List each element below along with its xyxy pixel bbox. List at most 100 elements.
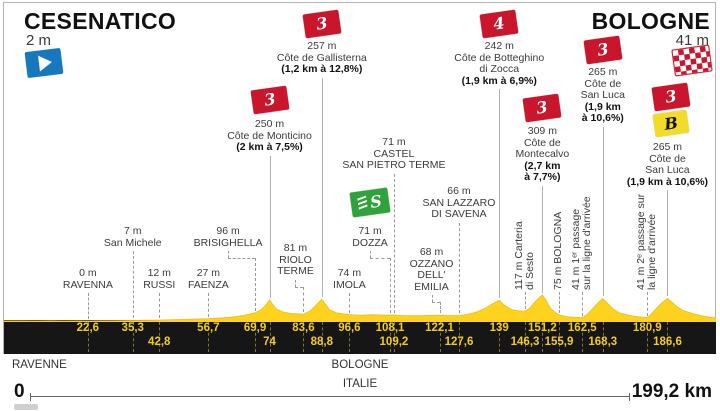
category-3-flag-icon: 3 bbox=[583, 35, 623, 65]
distance-tick bbox=[558, 322, 560, 352]
distance-tick bbox=[303, 322, 305, 352]
distance-tick bbox=[321, 322, 323, 352]
connector-line bbox=[295, 286, 304, 288]
sprint-flag-icon: S bbox=[349, 187, 391, 218]
distance-tick bbox=[390, 322, 392, 352]
distance-label: 96,6 bbox=[338, 322, 361, 334]
connector-line bbox=[431, 302, 440, 303]
play-triangle-icon bbox=[38, 54, 53, 72]
distance-tick bbox=[458, 322, 460, 352]
waypoint-label-cote-de-san-luca-2: 265 m Côte de San Luca (1,9 km à 10,6%) bbox=[626, 141, 709, 188]
waypoint-label-bologna: 75 m BOLOGNA bbox=[552, 211, 565, 290]
connector-line bbox=[667, 190, 669, 297]
distance-label: 35,3 bbox=[121, 322, 144, 334]
category-3-flag-icon: 3 bbox=[302, 9, 342, 39]
connector-line bbox=[228, 258, 256, 259]
waypoint-label-ozzano-dell-emilia: 68 m OZZANO DELL' EMILIA bbox=[409, 246, 454, 293]
connector-line bbox=[499, 89, 501, 299]
connector-line bbox=[542, 185, 544, 293]
category-3-flag-icon: 3 bbox=[250, 85, 290, 115]
connector-line bbox=[458, 222, 460, 314]
connector-line bbox=[132, 251, 134, 319]
distance-tick bbox=[159, 322, 161, 352]
connector-line bbox=[558, 292, 560, 313]
waypoint-label-faenza: 27 m FAENZA bbox=[187, 267, 229, 291]
waypoint-label-russi: 12 m RUSSI bbox=[143, 267, 176, 291]
distance-bar bbox=[4, 320, 716, 354]
waypoint-label-castel-san-pietro-terme: 71 m CASTEL SAN PIETRO TERME bbox=[342, 136, 446, 171]
distance-label: 122,1 bbox=[425, 322, 454, 334]
distance-tick bbox=[208, 322, 210, 352]
connector-line bbox=[370, 258, 391, 259]
distance-tick bbox=[499, 322, 501, 352]
country-label: ITALIE bbox=[342, 378, 378, 390]
distance-label: 180,9 bbox=[632, 322, 662, 334]
connector-line bbox=[393, 173, 395, 313]
scale-fragment bbox=[14, 404, 38, 410]
waypoint-label-cote-de-san-luca-1: 265 m Côte de San Luca (1,9 km à 10,6%) bbox=[580, 66, 625, 124]
distance-tick bbox=[132, 322, 134, 352]
waypoint-label-san-michele: 7 m San Michele bbox=[103, 225, 162, 249]
waypoint-label-ravenna: 0 m RAVENNA bbox=[62, 267, 113, 291]
start-elevation: 2 m bbox=[26, 32, 52, 49]
distance-tick bbox=[87, 322, 89, 352]
distance-tick bbox=[525, 322, 527, 352]
waypoint-label-san-lazzaro-di-savena: 66 m SAN LAZZARO DI SAVENA bbox=[422, 185, 496, 220]
connector-line bbox=[647, 292, 649, 316]
start-name: CESENATICO bbox=[24, 8, 177, 34]
distance-label: 151,2 bbox=[527, 322, 557, 334]
distance-label: 69,9 bbox=[243, 322, 267, 334]
waypoint-label-imola: 74 m IMOLA bbox=[333, 267, 366, 291]
scale-line bbox=[30, 393, 630, 401]
waypoint-label-deuxieme-passage-ligne: 41 m 2ᵉ passage sur la ligne d'arrivée bbox=[635, 193, 659, 290]
distance-label: 127,6 bbox=[444, 336, 474, 348]
category-3-flag-icon: 3 bbox=[651, 82, 691, 112]
start-flag-icon bbox=[24, 47, 64, 79]
distance-tick bbox=[439, 322, 441, 352]
waypoint-label-carteria-di-sesto: 117 m Carteria di Sesto bbox=[513, 221, 537, 290]
connector-line bbox=[255, 258, 257, 311]
connector-line bbox=[439, 302, 441, 314]
connector-line bbox=[525, 292, 527, 310]
distance-label: 168,3 bbox=[588, 336, 618, 348]
distance-tick bbox=[647, 322, 649, 352]
distance-label: 155,9 bbox=[544, 336, 574, 348]
finish-region-label: BOLOGNE bbox=[331, 359, 389, 371]
connector-line bbox=[228, 251, 230, 258]
distance-label: 88,8 bbox=[310, 336, 334, 348]
waypoint-label-premier-passage-ligne: 41 m 1ᵉʳ passage sur la ligne d'arrivée bbox=[570, 196, 594, 290]
waypoint-label-riolo-terme: 81 m RIOLO TERME bbox=[277, 242, 314, 277]
distance-tick bbox=[269, 322, 271, 352]
distance-label: 108,1 bbox=[375, 322, 405, 334]
distance-tick bbox=[349, 322, 351, 352]
waypoint-label-cote-de-botteghino-di-zocca: 242 m Côte de Botteghino di Zocca (1,9 km à… bbox=[454, 40, 545, 87]
connector-line bbox=[303, 286, 305, 313]
distance-label: 42,8 bbox=[148, 336, 171, 348]
connector-line bbox=[582, 292, 584, 316]
distance-tick bbox=[602, 322, 604, 352]
waypoint-label-cote-de-monticino: 250 m Côte de Monticino (2 km à 7,5%) bbox=[227, 118, 312, 153]
connector-line bbox=[159, 293, 161, 318]
connector-line bbox=[321, 77, 323, 298]
finish-name: BOLOGNE bbox=[591, 8, 710, 34]
connector-line bbox=[269, 155, 271, 298]
distance-label: 22,6 bbox=[76, 322, 100, 334]
distance-tick bbox=[393, 322, 395, 352]
connector-line bbox=[349, 293, 351, 313]
connector-line bbox=[390, 258, 392, 313]
connector-line bbox=[295, 279, 297, 287]
distance-label: 109,2 bbox=[379, 336, 409, 348]
waypoint-label-brisighella: 96 m BRISIGHELLA bbox=[193, 225, 263, 249]
distance-label: 83,6 bbox=[292, 322, 315, 334]
connector-line bbox=[208, 293, 210, 317]
connector-line bbox=[431, 295, 433, 302]
scale-start: 0 bbox=[14, 381, 25, 402]
connector-line bbox=[370, 251, 372, 258]
distance-tick bbox=[255, 322, 257, 352]
distance-tick bbox=[542, 322, 544, 352]
connector-line bbox=[602, 126, 604, 297]
scale-end: 199,2 km bbox=[631, 381, 712, 402]
connector-line bbox=[87, 293, 89, 319]
elevation-profile bbox=[4, 294, 716, 322]
